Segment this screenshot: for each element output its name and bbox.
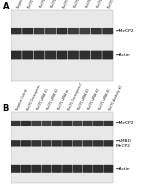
FancyBboxPatch shape xyxy=(62,140,72,146)
FancyBboxPatch shape xyxy=(52,121,62,126)
Text: MeCP2 siRNA #3: MeCP2 siRNA #3 xyxy=(77,88,91,111)
Text: ←sMBD
MeCP2: ←sMBD MeCP2 xyxy=(116,139,132,148)
Text: A: A xyxy=(3,2,9,12)
FancyBboxPatch shape xyxy=(21,165,31,173)
Text: MeCP2 Overexpress: MeCP2 Overexpress xyxy=(26,84,41,111)
FancyBboxPatch shape xyxy=(62,121,72,126)
Bar xyxy=(11,10,113,81)
FancyBboxPatch shape xyxy=(68,28,79,34)
Text: MeCP2 Antibody #1: MeCP2 Antibody #1 xyxy=(108,84,123,111)
FancyBboxPatch shape xyxy=(21,140,31,146)
FancyBboxPatch shape xyxy=(22,28,33,34)
FancyBboxPatch shape xyxy=(22,51,33,59)
Text: ←Actin: ←Actin xyxy=(116,167,131,171)
FancyBboxPatch shape xyxy=(45,28,56,34)
FancyBboxPatch shape xyxy=(83,121,93,126)
FancyBboxPatch shape xyxy=(42,121,51,126)
Text: MeCP2 siRNA #2: MeCP2 siRNA #2 xyxy=(46,88,60,111)
Text: MeCP2 siRNA #3: MeCP2 siRNA #3 xyxy=(73,0,87,9)
Text: MeCP2 siRNA #4: MeCP2 siRNA #4 xyxy=(85,0,98,9)
FancyBboxPatch shape xyxy=(45,51,56,59)
FancyBboxPatch shape xyxy=(11,140,21,146)
Bar xyxy=(11,112,113,183)
FancyBboxPatch shape xyxy=(102,51,113,59)
FancyBboxPatch shape xyxy=(11,28,22,34)
Text: MeCP2 Overexpress: MeCP2 Overexpress xyxy=(28,0,43,9)
Text: MeCP2 siRNA #5: MeCP2 siRNA #5 xyxy=(98,88,111,111)
FancyBboxPatch shape xyxy=(52,165,62,173)
FancyBboxPatch shape xyxy=(31,140,41,146)
FancyBboxPatch shape xyxy=(31,165,41,173)
Text: B: B xyxy=(3,104,9,113)
FancyBboxPatch shape xyxy=(52,140,62,146)
FancyBboxPatch shape xyxy=(11,165,21,173)
FancyBboxPatch shape xyxy=(57,28,68,34)
FancyBboxPatch shape xyxy=(72,165,82,173)
FancyBboxPatch shape xyxy=(103,165,113,173)
Text: MeCP2 Overexpress C: MeCP2 Overexpress C xyxy=(62,0,78,9)
FancyBboxPatch shape xyxy=(91,28,102,34)
FancyBboxPatch shape xyxy=(34,51,45,59)
FancyBboxPatch shape xyxy=(68,51,79,59)
Text: MeCP2 Antibody #1: MeCP2 Antibody #1 xyxy=(108,0,123,9)
FancyBboxPatch shape xyxy=(11,51,22,59)
Text: Negative Control: Negative Control xyxy=(16,88,29,111)
Text: MeCP2 siRNA #1: MeCP2 siRNA #1 xyxy=(36,88,50,111)
Text: MeCP2 siRNA #4: MeCP2 siRNA #4 xyxy=(88,88,101,111)
FancyBboxPatch shape xyxy=(62,165,72,173)
FancyBboxPatch shape xyxy=(103,121,113,126)
FancyBboxPatch shape xyxy=(83,165,93,173)
Text: MeCP2 siRNA wt: MeCP2 siRNA wt xyxy=(57,89,70,111)
FancyBboxPatch shape xyxy=(42,140,51,146)
Text: ←MeCP2: ←MeCP2 xyxy=(116,29,135,33)
FancyBboxPatch shape xyxy=(93,165,103,173)
FancyBboxPatch shape xyxy=(102,28,113,34)
FancyBboxPatch shape xyxy=(93,140,103,146)
FancyBboxPatch shape xyxy=(57,51,68,59)
FancyBboxPatch shape xyxy=(83,140,93,146)
Text: MeCP2 siRNA #5: MeCP2 siRNA #5 xyxy=(96,0,110,9)
Text: ←Actin: ←Actin xyxy=(116,53,131,57)
FancyBboxPatch shape xyxy=(72,140,82,146)
FancyBboxPatch shape xyxy=(79,28,90,34)
FancyBboxPatch shape xyxy=(31,121,41,126)
Text: MeCP2 Overexpress C: MeCP2 Overexpress C xyxy=(67,81,84,111)
Text: Negative Control: Negative Control xyxy=(16,0,30,9)
FancyBboxPatch shape xyxy=(34,28,45,34)
FancyBboxPatch shape xyxy=(91,51,102,59)
FancyBboxPatch shape xyxy=(72,121,82,126)
FancyBboxPatch shape xyxy=(79,51,90,59)
Text: MeCP2 siRNA #2: MeCP2 siRNA #2 xyxy=(51,0,64,9)
FancyBboxPatch shape xyxy=(11,121,21,126)
FancyBboxPatch shape xyxy=(42,165,51,173)
Text: MeCP2 siRNA #1: MeCP2 siRNA #1 xyxy=(39,0,52,9)
FancyBboxPatch shape xyxy=(21,121,31,126)
FancyBboxPatch shape xyxy=(93,121,103,126)
FancyBboxPatch shape xyxy=(103,140,113,146)
Text: ←MeCP2: ←MeCP2 xyxy=(116,122,135,125)
